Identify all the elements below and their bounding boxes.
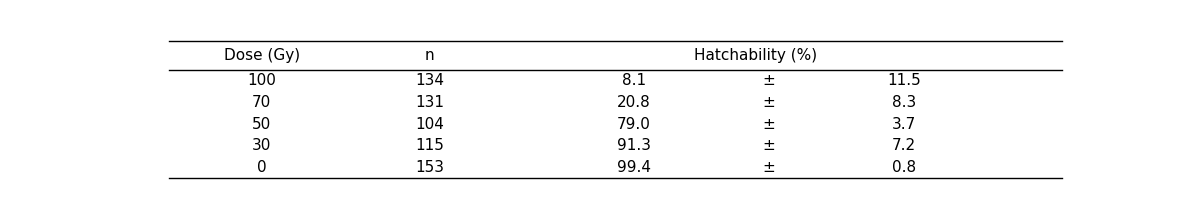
Text: ±: ± — [763, 73, 776, 88]
Text: 20.8: 20.8 — [617, 95, 651, 110]
Text: ±: ± — [763, 95, 776, 110]
Text: 50: 50 — [252, 117, 271, 131]
Text: 153: 153 — [414, 160, 444, 175]
Text: 79.0: 79.0 — [617, 117, 651, 131]
Text: ±: ± — [763, 117, 776, 131]
Text: 91.3: 91.3 — [617, 138, 651, 153]
Text: ±: ± — [763, 160, 776, 175]
Text: 104: 104 — [414, 117, 444, 131]
Text: 115: 115 — [414, 138, 444, 153]
Text: 0: 0 — [257, 160, 267, 175]
Text: ±: ± — [763, 138, 776, 153]
Text: 7.2: 7.2 — [892, 138, 916, 153]
Text: 70: 70 — [252, 95, 271, 110]
Text: 134: 134 — [414, 73, 444, 88]
Text: Dose (Gy): Dose (Gy) — [223, 48, 300, 63]
Text: 3.7: 3.7 — [892, 117, 916, 131]
Text: 0.8: 0.8 — [892, 160, 916, 175]
Text: 99.4: 99.4 — [617, 160, 651, 175]
Text: Hatchability (%): Hatchability (%) — [693, 48, 817, 63]
Text: 11.5: 11.5 — [888, 73, 921, 88]
Text: 8.1: 8.1 — [622, 73, 646, 88]
Text: 8.3: 8.3 — [892, 95, 916, 110]
Text: n: n — [424, 48, 435, 63]
Text: 100: 100 — [247, 73, 276, 88]
Text: 131: 131 — [414, 95, 444, 110]
Text: 30: 30 — [252, 138, 271, 153]
